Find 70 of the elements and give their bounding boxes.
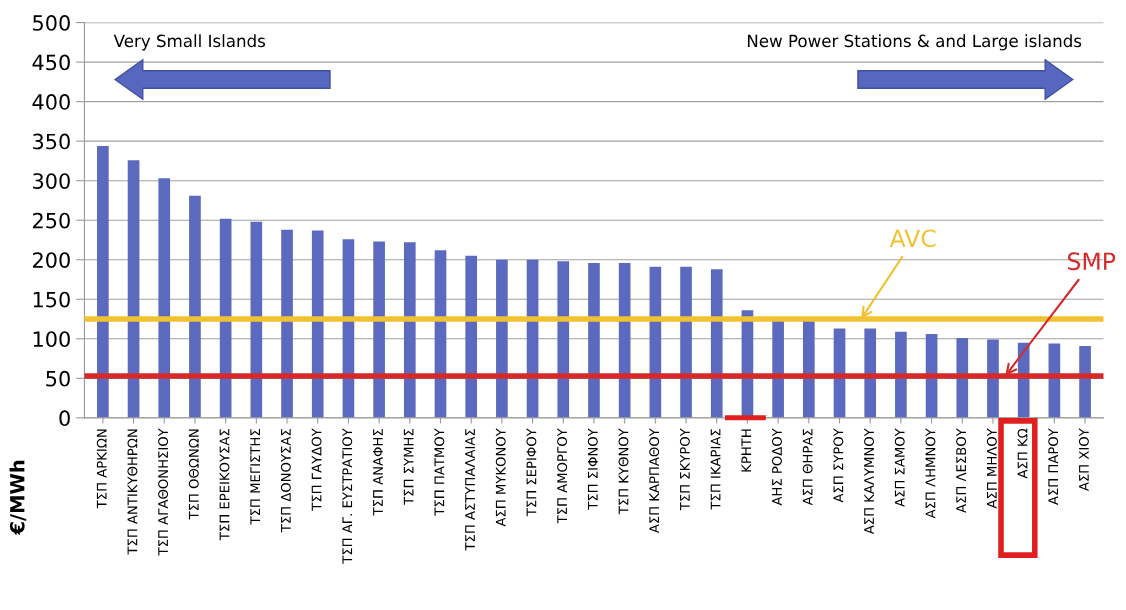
x-tick-label: ΤΣΠ ΑΓΑΘΟΝΗΣΙΟΥ (158, 428, 169, 556)
x-tick-label: ΤΣΠ ΑΝΑΦΗΣ (373, 429, 383, 516)
bar (127, 160, 140, 418)
bar (710, 269, 723, 418)
x-tick-label: ΑΣΠ ΜΥΚΟΝΟΥ (495, 428, 506, 527)
x-tick-label: ΤΣΠ ΑΜΟΡΓΟΥ (557, 428, 568, 524)
x-tick-label: ΑΣΠ ΣΑΜΟΥ (894, 428, 905, 507)
y-tick-label: 300 (33, 173, 70, 189)
x-tick-label: ΤΣΠ ΣΕΡΙΦΟΥ (526, 428, 537, 517)
x-tick-label: ΤΣΠ ΣΚΥΡΟΥ (679, 428, 690, 511)
y-tick-label: 250 (33, 212, 70, 229)
x-tick-label: ΤΣΠ ΑΝΤΙΚΥΘΗΡΩΝ (127, 429, 138, 555)
x-tick-label: ΑΣΠ ΠΑΡΟΥ (1048, 428, 1059, 505)
x-tick-label: ΤΣΠ ΜΕΓΙΣΤΗΣ (250, 429, 260, 525)
bar (680, 266, 692, 418)
y-axis-title: €/MWh (9, 460, 27, 535)
x-tick-label: ΑΣΠ ΘΗΡΑΣ (802, 429, 813, 506)
x-tick-label: ΚΡΗΤΗ (741, 429, 752, 472)
x-tick-label: ΤΣΠ ΟΘΩΝΩΝ (188, 429, 199, 520)
bar (895, 331, 907, 418)
x-tick-label: ΑΣΠ ΛΕΣΒΟΥ (956, 428, 967, 513)
y-tick-label: 500 (33, 15, 70, 31)
annotation: Very Small Islands (113, 34, 266, 51)
x-tick-label: ΤΣΠ ΑΣΤΥΠΑΛΑΙΑΣ (465, 429, 475, 551)
bar (311, 230, 324, 418)
ref-line-label: AVC (889, 229, 936, 248)
bar (373, 241, 385, 418)
annotation: New Power Stations & and Large islands (747, 34, 1082, 51)
bar (97, 145, 109, 418)
x-tick-label: ΤΣΠ ΣΥΜΗΣ (403, 429, 414, 505)
x-tick-label: ΑΣΠ ΧΙΟΥ (1078, 428, 1089, 492)
x-tick-label: ΤΣΠ ΙΚΑΡΙΑΣ (710, 429, 721, 510)
y-tick-label: 50 (46, 370, 70, 387)
x-tick-label: ΑΣΠ ΜΗΛΟΥ (986, 428, 997, 509)
x-tick-label: ΤΣΠ ΠΑΤΜΟΥ (434, 428, 445, 516)
y-tick-label: 150 (33, 291, 70, 308)
bar (557, 261, 570, 418)
x-tick-label: ΤΣΠ ΣΙΦΝΟΥ (587, 428, 598, 510)
y-tick-label: 100 (33, 331, 70, 348)
y-tick-label: 400 (32, 94, 70, 110)
x-tick-label: ΑΣΠ ΚΩ (1017, 428, 1028, 479)
x-tick-label: ΑΣΠ ΣΥΡΟΥ (833, 428, 844, 503)
bar (588, 262, 600, 418)
bar (496, 259, 508, 418)
x-tick-label: ΤΣΠ ΑΡΚΙΩΝ (96, 429, 107, 509)
bar (864, 328, 877, 418)
y-tick-label: 450 (32, 54, 70, 71)
bar (403, 242, 416, 418)
x-tick-label: ΑΣΠ ΛΗΜΝΟΥ (925, 428, 936, 519)
x-tick-label: ΑΗΣ ΡΟΔΟΥ (771, 428, 782, 506)
bar (189, 195, 201, 418)
bar (956, 338, 969, 418)
bar (281, 229, 293, 418)
x-tick-label: ΤΣΠ ΚΥΘΝΟΥ (618, 428, 629, 515)
bar (987, 339, 999, 418)
bar (802, 320, 815, 418)
bar (158, 178, 171, 418)
bar (465, 255, 478, 418)
x-tick-label: ΤΣΠ ΕΡΕΙΚΟΥΣΑΣ (219, 429, 230, 541)
y-tick-label: 350 (33, 133, 70, 150)
y-tick-label: 0 (59, 410, 70, 427)
y-tick-label: 200 (33, 252, 70, 268)
x-tick-label: ΑΣΠ ΚΑΡΠΑΘΟΥ (649, 428, 660, 534)
x-tick-label: ΤΣΠ ΑΓ. ΕΥΣΤΡΑΤΙΟΥ (342, 428, 353, 564)
x-tick-label: ΤΣΠ ΓΑΥΔΟΥ (311, 428, 322, 511)
x-tick-label: ΑΣΠ ΚΑΛΥΜΝΟΥ (864, 428, 875, 535)
bar (1079, 345, 1091, 418)
bar (772, 319, 784, 418)
ref-line-label: SMP (1067, 252, 1116, 271)
x-tick-label: ΤΣΠ ΔΟΝΟΥΣΑΣ (280, 429, 291, 533)
